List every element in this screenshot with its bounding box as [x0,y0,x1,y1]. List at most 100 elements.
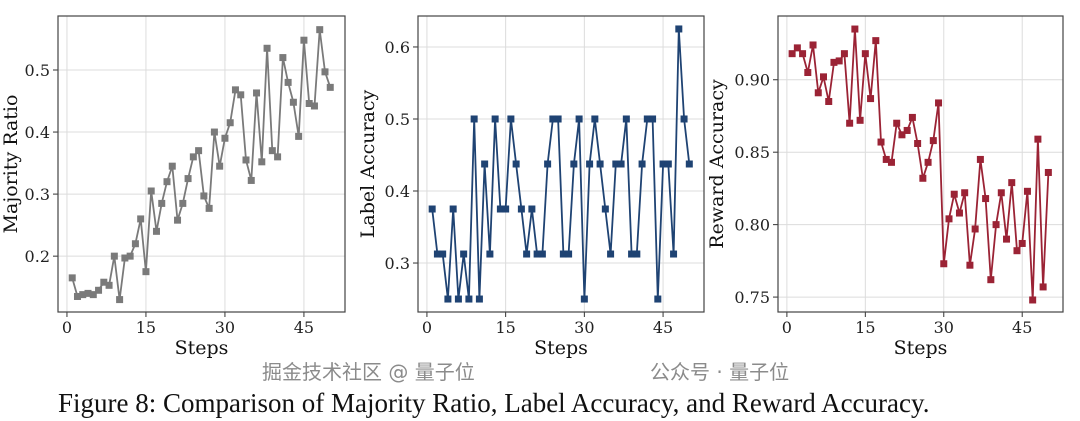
data-point [955,209,963,217]
y-axis-label: Majority Ratio [0,95,22,234]
y-tick-label: 0.75 [734,288,770,307]
data-point [168,162,176,170]
x-tick-label: 0 [422,318,432,337]
chart-panel-3: 0 15 30 45 0.75 0.80 0.85 0.90 Steps Reward Accur… [706,15,1064,359]
data-point [898,131,906,139]
data-point [670,250,678,258]
data-point [819,73,827,81]
data-point [231,86,239,94]
x-tick-label: 0 [62,318,72,337]
figure-caption: Figure 8: Comparison of Majority Ratio, … [58,388,930,418]
data-point [481,160,489,168]
data-point [68,274,76,282]
data-point [158,199,166,207]
data-point [664,160,672,168]
x-tick-label: 45 [653,318,673,337]
data-point [131,240,139,248]
data-point [654,295,662,303]
data-point [295,132,303,140]
data-point [523,250,531,258]
data-point [559,250,567,258]
data-point [601,205,609,213]
data-point [680,115,688,123]
data-point [591,115,599,123]
watermark-line1: 公众号 · 量子位 [650,360,790,384]
data-point [966,261,974,269]
data-point [263,44,271,52]
data-point [596,160,604,168]
data-point [575,115,583,123]
data-point [105,281,113,289]
data-point [538,250,546,258]
x-tick-label: 0 [782,318,792,337]
data-point [971,225,979,233]
x-axis-label: Steps [894,337,948,359]
data-point [935,99,943,107]
data-point [976,155,984,163]
data-point [502,205,510,213]
y-tick-label: 0.4 [385,182,410,201]
series-line [71,29,332,300]
x-tick-label: 30 [934,318,954,337]
x-tick-label: 15 [855,318,875,337]
y-axis-label: Label Accuracy [357,89,379,238]
data-point [851,25,859,33]
data-point [73,292,81,300]
data-point [1039,283,1047,291]
data-point [1034,135,1042,143]
data-point [908,113,916,121]
data-point [649,115,657,123]
data-point [528,205,536,213]
data-point [924,158,932,166]
data-point [491,115,499,123]
data-point [825,97,833,105]
data-point [137,215,145,223]
data-point [1018,239,1026,247]
x-tick-label: 45 [294,318,314,337]
data-point [454,295,462,303]
data-point [893,119,901,127]
y-tick-label: 0.90 [734,71,770,90]
data-point [945,215,953,223]
data-point [110,252,118,260]
y-tick-label: 0.2 [25,247,50,266]
data-point [460,250,468,258]
data-point [465,295,473,303]
plot-frame [777,15,1064,313]
data-point [1003,235,1011,243]
data-point [274,153,282,161]
data-point [486,250,494,258]
data-point [433,250,441,258]
data-point [887,158,895,166]
data-point [861,50,869,58]
data-point [570,160,578,168]
data-point [580,295,588,303]
chart-panel-1: 0 15 30 45 0.2 0.3 0.4 0.5 Steps Majority Ratio [0,15,346,359]
data-point [840,50,848,58]
data-point [992,221,1000,229]
chart-panel-2: 0 15 30 45 0.3 0.4 0.5 0.6 Steps Label Accuracy [357,15,705,359]
data-point [638,160,646,168]
data-point [195,147,203,155]
data-point [882,155,890,163]
data-point [268,147,276,155]
series-line [791,28,1050,301]
data-point [326,83,334,91]
data-point [300,36,308,44]
data-point [253,89,261,97]
data-point [1013,247,1021,255]
data-point [305,99,313,107]
data-point [284,78,292,86]
data-point [1008,179,1016,187]
data-point [961,189,969,197]
data-point [279,54,287,62]
y-tick-label: 0.80 [734,216,770,235]
data-point [659,160,667,168]
data-point [226,119,234,127]
data-point [929,137,937,145]
data-point [950,190,958,198]
data-point [79,291,87,299]
data-point [216,162,224,170]
data-point [940,260,948,268]
